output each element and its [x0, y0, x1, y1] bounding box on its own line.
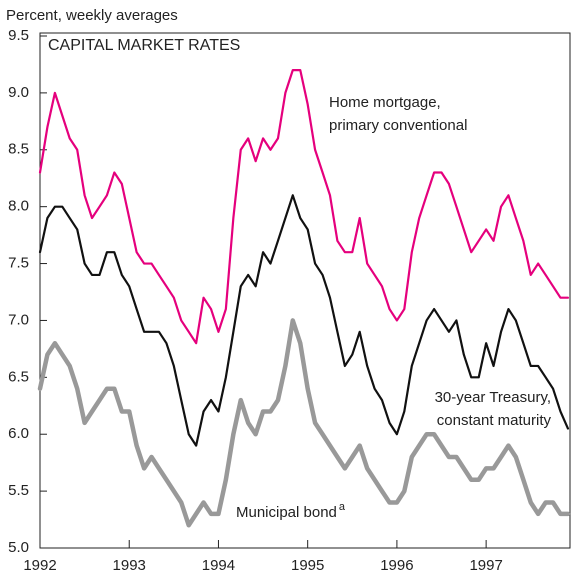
- y-axis-label: Percent, weekly averages: [6, 7, 178, 24]
- y-tick-label: 8.5: [8, 141, 29, 158]
- series-label: constant maturity: [437, 412, 552, 429]
- y-tick-label: 9.0: [8, 84, 29, 101]
- series-label: 30-year Treasury,: [435, 389, 551, 406]
- y-tick-label: 9.5: [8, 27, 29, 44]
- y-tick-label: 5.5: [8, 482, 29, 499]
- y-tick-label: 6.0: [8, 425, 29, 442]
- series-label: Home mortgage,: [329, 94, 441, 111]
- series-label: Municipal bond: [236, 504, 337, 521]
- series-line: [38, 69, 570, 345]
- y-tick-label: 7.5: [8, 255, 29, 272]
- y-tick-label: 7.0: [8, 311, 29, 328]
- series-footnote: a: [339, 501, 346, 513]
- series-line: [37, 318, 571, 528]
- y-tick-label: 8.0: [8, 198, 29, 215]
- x-tick-label: 1995: [291, 557, 324, 574]
- x-tick-label: 1996: [380, 557, 413, 574]
- plot-frame: [39, 32, 571, 549]
- x-tick-label: 1993: [113, 557, 146, 574]
- chart-title: CAPITAL MARKET RATES: [48, 37, 240, 54]
- y-tick-label: 6.5: [8, 368, 29, 385]
- series-line: [38, 194, 570, 447]
- y-tick-label: 5.0: [8, 539, 29, 556]
- x-tick-label: 1997: [469, 557, 502, 574]
- x-tick-label: 1992: [23, 557, 56, 574]
- x-tick-label: 1994: [202, 557, 235, 574]
- series-label: primary conventional: [329, 117, 467, 134]
